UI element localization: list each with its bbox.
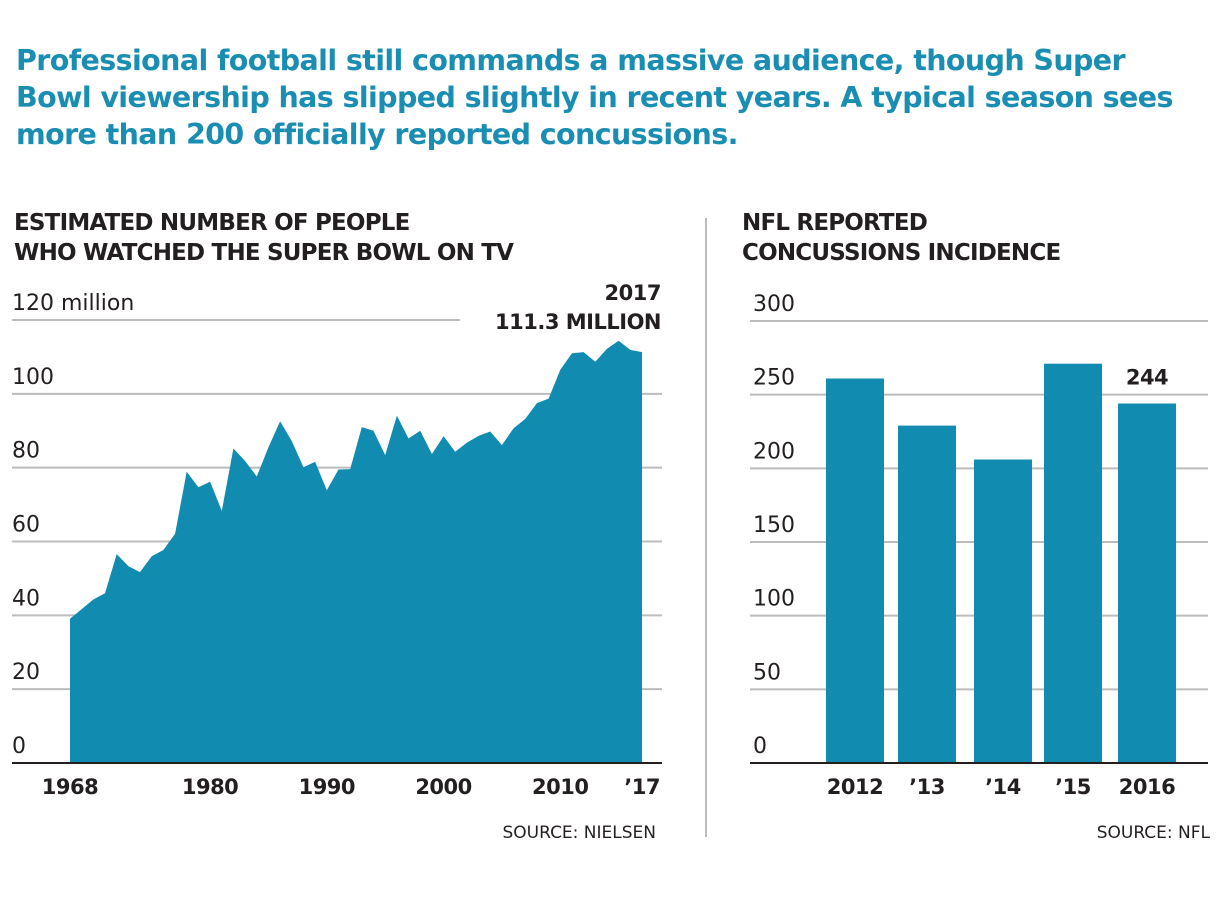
y-tick-label: 20 <box>12 660 40 685</box>
y-tick-label: 40 <box>12 586 40 611</box>
y-tick-label: 50 <box>753 660 781 685</box>
bar-0 <box>826 378 884 763</box>
bar-data-label: 244 <box>1126 366 1168 390</box>
source-note: SOURCE: NFL <box>1097 823 1211 843</box>
x-tick-label: ’15 <box>1055 775 1091 799</box>
y-tick-label: 200 <box>753 439 795 464</box>
y-tick-label: 60 <box>12 513 40 538</box>
chart-divider <box>705 218 707 837</box>
x-tick-label: ’17 <box>624 775 660 799</box>
concussions-bar-chart: 0 50 100 150 200 250 300 2012 ’13 ’14 ’15 2016 244 SO… <box>750 292 1211 843</box>
headline: Professional football still commands a m… <box>16 44 1173 151</box>
y-tick-label: 120 million <box>12 291 134 316</box>
viewership-chart-title: ESTIMATED NUMBER OF PEOPLE WHO WATCHED T… <box>14 208 514 268</box>
x-tick-label: ’14 <box>985 775 1021 799</box>
concussions-title-line-2: CONCUSSIONS INCIDENCE <box>742 240 1061 266</box>
source-note: SOURCE: NIELSEN <box>502 823 656 843</box>
y-tick-label: 250 <box>753 366 795 391</box>
bar-2 <box>974 459 1032 763</box>
x-tick-label: 2016 <box>1119 775 1175 799</box>
x-tick-label: 1968 <box>42 775 98 799</box>
concussions-chart-title: NFL REPORTED CONCUSSIONS INCIDENCE <box>742 208 1061 268</box>
viewership-title-line-1: ESTIMATED NUMBER OF PEOPLE <box>14 210 410 236</box>
y-tick-label: 0 <box>753 734 767 759</box>
y-tick-label: 100 <box>12 365 54 390</box>
x-tick-label: 2010 <box>532 775 588 799</box>
bar-1 <box>898 425 956 763</box>
concussions-title-line-1: NFL REPORTED <box>742 210 928 236</box>
x-tick-label: 2012 <box>827 775 883 799</box>
y-tick-label: 100 <box>753 587 795 612</box>
annotation-value: 111.3 MILLION <box>495 310 661 334</box>
y-tick-label: 300 <box>753 292 795 317</box>
viewership-area <box>70 340 642 763</box>
x-tick-label: 1980 <box>182 775 238 799</box>
x-tick-label: 2000 <box>415 775 471 799</box>
y-tick-label: 0 <box>12 734 26 759</box>
bar-4 <box>1118 403 1176 763</box>
viewership-area-chart: 0 20 40 60 80 100 120 million 1968 1980 1990 2000 2… <box>12 281 662 843</box>
annotation-year: 2017 <box>605 281 661 305</box>
y-tick-label: 150 <box>753 513 795 538</box>
x-tick-label: ’13 <box>909 775 945 799</box>
bar-3 <box>1044 363 1102 763</box>
y-tick-label: 80 <box>12 439 40 464</box>
x-tick-label: 1990 <box>299 775 355 799</box>
viewership-title-line-2: WHO WATCHED THE SUPER BOWL ON TV <box>14 240 514 266</box>
